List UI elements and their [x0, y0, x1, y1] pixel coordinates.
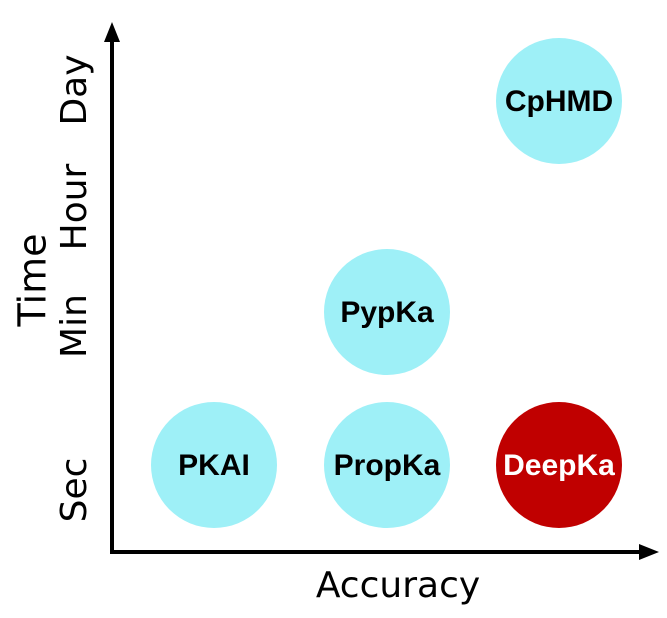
method-label: PypKa	[340, 296, 434, 329]
x-axis-title: Accuracy	[316, 565, 480, 606]
method-bubble-pkai: PKAI	[151, 402, 277, 528]
method-label: PropKa	[334, 449, 441, 482]
y-tick-labels: Sec Min Hour Day	[54, 54, 95, 522]
y-axis-title: Time	[11, 234, 55, 328]
method-label: PKAI	[178, 449, 250, 482]
y-tick-label-day: Day	[54, 54, 95, 125]
x-axis-arrowhead	[639, 544, 659, 560]
method-circle	[151, 402, 277, 528]
method-circle	[324, 249, 450, 375]
method-bubble-propka: PropKa	[324, 402, 450, 528]
method-circle	[496, 402, 622, 528]
y-tick-label-hour: Hour	[54, 163, 95, 250]
method-bubble-pypka: PypKa	[324, 249, 450, 375]
y-tick-label-min: Min	[54, 294, 95, 358]
method-circle	[496, 38, 622, 164]
method-bubble-cphmd: CpHMD	[496, 38, 622, 164]
method-bubble-deepka: DeepKa	[496, 402, 622, 528]
y-tick-label-sec: Sec	[54, 458, 95, 523]
method-bubbles: PKAI PropKa DeepKa PypKa CpHMD	[151, 38, 622, 528]
method-label: CpHMD	[505, 85, 613, 118]
method-circle	[324, 402, 450, 528]
method-label: DeepKa	[503, 449, 615, 482]
y-axis-arrowhead	[104, 22, 120, 42]
